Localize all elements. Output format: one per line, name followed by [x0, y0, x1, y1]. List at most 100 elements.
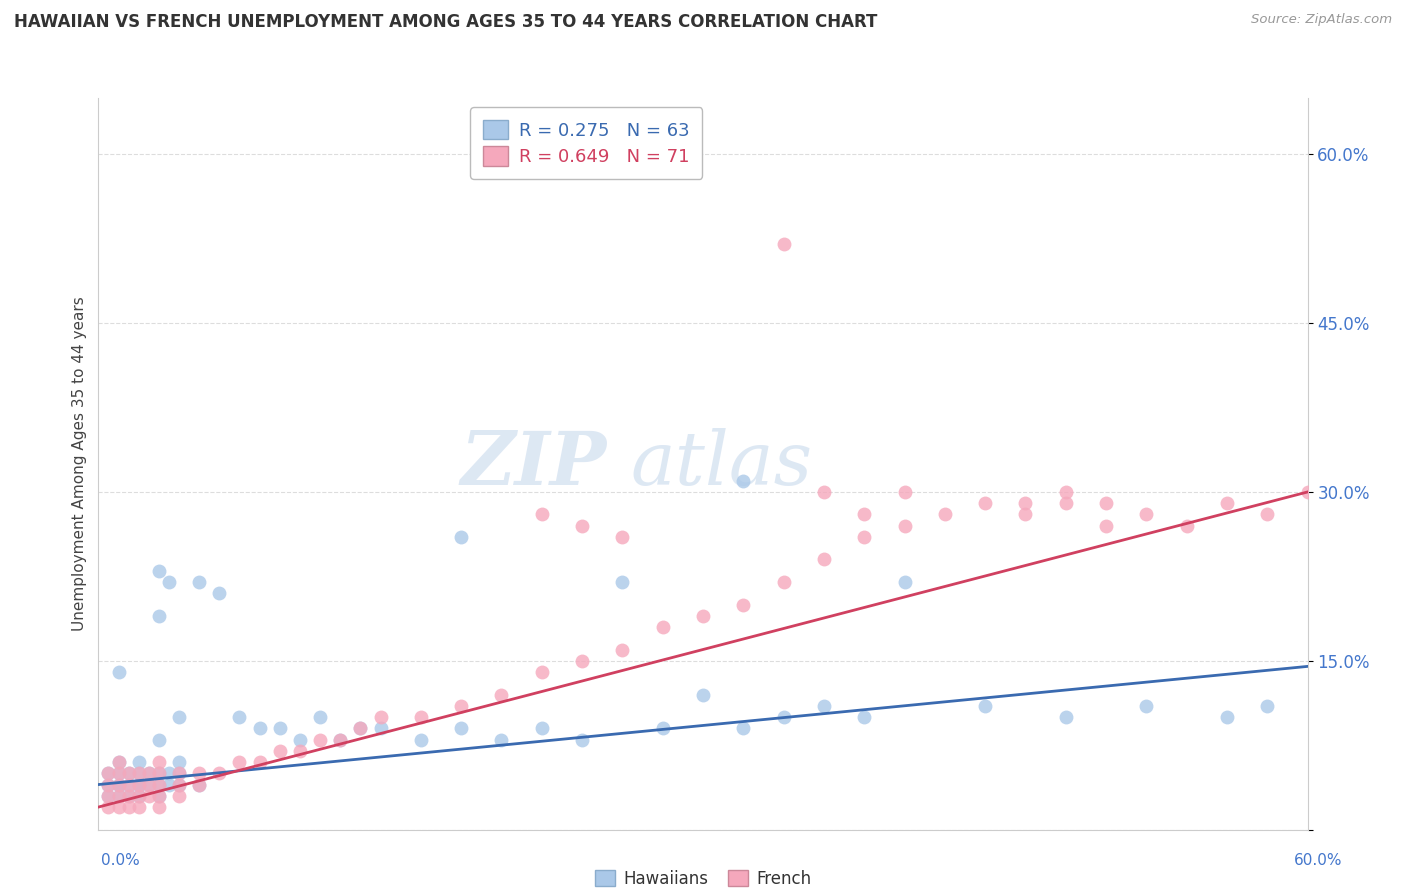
- Point: [530, 721, 553, 735]
- Point: [1216, 710, 1239, 724]
- Point: [138, 766, 160, 780]
- Point: [329, 732, 352, 747]
- Point: [651, 620, 673, 634]
- Point: [97, 766, 120, 780]
- Point: [148, 789, 170, 803]
- Point: [138, 789, 160, 803]
- Point: [188, 778, 211, 792]
- Point: [450, 721, 472, 735]
- Point: [228, 710, 250, 724]
- Point: [148, 778, 170, 792]
- Point: [128, 766, 150, 780]
- Point: [1054, 710, 1077, 724]
- Point: [167, 789, 190, 803]
- Point: [97, 800, 120, 814]
- Point: [167, 755, 190, 769]
- Point: [148, 564, 170, 578]
- Point: [208, 586, 231, 600]
- Point: [692, 608, 714, 623]
- Point: [249, 755, 271, 769]
- Point: [107, 789, 129, 803]
- Point: [167, 778, 190, 792]
- Point: [893, 485, 915, 500]
- Point: [1014, 496, 1036, 510]
- Point: [188, 778, 211, 792]
- Point: [167, 710, 190, 724]
- Point: [1095, 496, 1118, 510]
- Point: [530, 508, 553, 522]
- Point: [309, 732, 332, 747]
- Point: [118, 800, 141, 814]
- Point: [97, 766, 120, 780]
- Point: [157, 778, 180, 792]
- Point: [813, 698, 835, 713]
- Point: [893, 574, 915, 589]
- Text: 60.0%: 60.0%: [1295, 854, 1343, 868]
- Point: [107, 755, 129, 769]
- Point: [813, 552, 835, 566]
- Point: [571, 654, 593, 668]
- Point: [157, 766, 180, 780]
- Point: [1014, 508, 1036, 522]
- Point: [692, 688, 714, 702]
- Point: [148, 800, 170, 814]
- Point: [1256, 508, 1278, 522]
- Point: [118, 789, 141, 803]
- Point: [97, 789, 120, 803]
- Point: [370, 710, 392, 724]
- Point: [128, 778, 150, 792]
- Point: [491, 688, 513, 702]
- Point: [934, 508, 956, 522]
- Point: [612, 642, 634, 657]
- Point: [118, 766, 141, 780]
- Point: [118, 778, 141, 792]
- Point: [107, 778, 129, 792]
- Point: [733, 598, 755, 612]
- Point: [128, 755, 150, 769]
- Point: [107, 800, 129, 814]
- Point: [157, 574, 180, 589]
- Point: [269, 744, 291, 758]
- Point: [148, 732, 170, 747]
- Point: [118, 766, 141, 780]
- Point: [148, 755, 170, 769]
- Point: [329, 732, 352, 747]
- Point: [1175, 518, 1198, 533]
- Y-axis label: Unemployment Among Ages 35 to 44 years: Unemployment Among Ages 35 to 44 years: [72, 296, 87, 632]
- Point: [249, 721, 271, 735]
- Point: [118, 778, 141, 792]
- Point: [853, 710, 876, 724]
- Point: [813, 485, 835, 500]
- Text: ZIP: ZIP: [460, 427, 606, 500]
- Point: [138, 778, 160, 792]
- Point: [309, 710, 332, 724]
- Point: [167, 778, 190, 792]
- Point: [1296, 485, 1319, 500]
- Point: [1216, 496, 1239, 510]
- Point: [148, 608, 170, 623]
- Point: [974, 698, 997, 713]
- Point: [188, 574, 211, 589]
- Point: [128, 778, 150, 792]
- Point: [107, 789, 129, 803]
- Point: [772, 574, 794, 589]
- Point: [97, 778, 120, 792]
- Point: [1135, 508, 1157, 522]
- Point: [107, 755, 129, 769]
- Point: [148, 789, 170, 803]
- Point: [188, 766, 211, 780]
- Point: [107, 778, 129, 792]
- Point: [1054, 485, 1077, 500]
- Point: [128, 766, 150, 780]
- Point: [148, 778, 170, 792]
- Point: [1256, 698, 1278, 713]
- Point: [733, 474, 755, 488]
- Point: [893, 518, 915, 533]
- Point: [1054, 496, 1077, 510]
- Point: [450, 698, 472, 713]
- Point: [530, 665, 553, 679]
- Point: [409, 732, 432, 747]
- Point: [853, 508, 876, 522]
- Point: [107, 778, 129, 792]
- Point: [97, 789, 120, 803]
